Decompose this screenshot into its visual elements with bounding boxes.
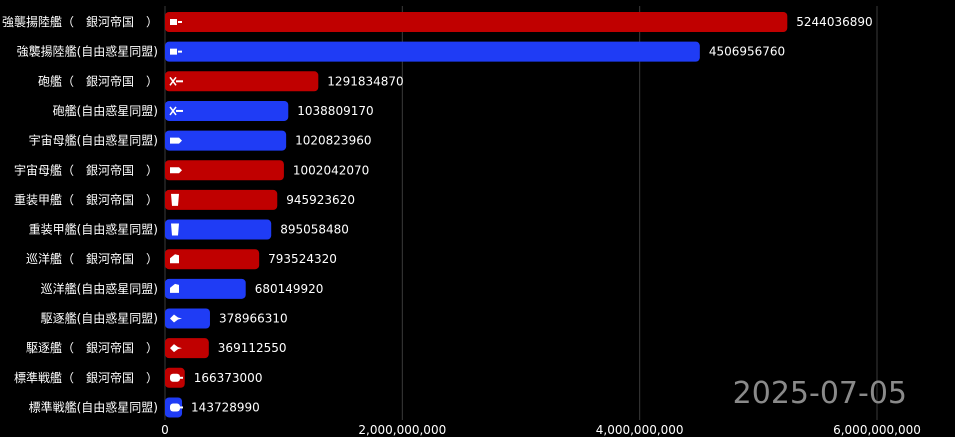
category-label: 巡洋艦(自由惑星同盟) bbox=[41, 281, 158, 296]
bar-row: 駆逐艦（ 銀河帝国 ） 369112550 bbox=[26, 338, 287, 359]
battleship-icon bbox=[170, 373, 183, 382]
bar bbox=[165, 189, 278, 210]
category-label: 重装甲艦(自由惑星同盟) bbox=[29, 223, 158, 237]
value-label: 895058480 bbox=[280, 223, 349, 237]
bar bbox=[165, 338, 209, 359]
category-label: 砲艦（ 銀河帝国 ） bbox=[38, 73, 158, 88]
bar-row: 駆逐艦(自由惑星同盟) 378966310 bbox=[41, 308, 288, 329]
category-label: 宇宙母艦(自由惑星同盟) bbox=[29, 133, 158, 148]
value-label: 143728990 bbox=[191, 400, 260, 414]
category-label: 駆逐艦(自由惑星同盟) bbox=[41, 312, 158, 326]
bar bbox=[165, 71, 319, 92]
bar-row: 重装甲艦（ 銀河帝国 ） 945923620 bbox=[14, 189, 355, 210]
x-tick-label: 6,000,000,000 bbox=[833, 423, 921, 437]
destroyer-icon bbox=[170, 344, 182, 353]
assault-ship-icon bbox=[170, 48, 182, 55]
bar bbox=[165, 278, 246, 299]
value-label: 945923620 bbox=[286, 193, 355, 207]
category-label: 強襲揚陸艦（ 銀河帝国 ） bbox=[2, 14, 158, 29]
x-tick-label: 4,000,000,000 bbox=[596, 423, 684, 437]
bar bbox=[165, 249, 260, 270]
x-tick-label: 2,000,000,000 bbox=[358, 423, 446, 437]
armored-ship-icon bbox=[171, 223, 179, 236]
value-label: 378966310 bbox=[219, 312, 288, 326]
value-label: 1020823960 bbox=[295, 134, 371, 148]
carrier-icon bbox=[170, 137, 182, 144]
bar-row: 砲艦（ 銀河帝国 ） 1291834870 bbox=[38, 71, 404, 92]
bar-row: 宇宙母艦(自由惑星同盟) 1020823960 bbox=[29, 130, 371, 151]
value-label: 1002042070 bbox=[293, 163, 369, 177]
category-label: 強襲揚陸艦(自由惑星同盟) bbox=[17, 44, 158, 59]
value-label: 680149920 bbox=[255, 282, 324, 296]
bar-row: 強襲揚陸艦(自由惑星同盟) 4506956760 bbox=[17, 41, 785, 62]
category-label: 砲艦(自由惑星同盟) bbox=[53, 104, 158, 118]
bar-row: 標準戦艦(自由惑星同盟) 143728990 bbox=[29, 397, 260, 418]
date-label: 2025-07-05 bbox=[733, 376, 907, 411]
bar-row: 標準戦艦（ 銀河帝国 ） 166373000 bbox=[14, 367, 263, 388]
value-label: 5244036890 bbox=[796, 15, 872, 29]
value-label: 4506956760 bbox=[709, 45, 785, 59]
assault-ship-icon bbox=[170, 19, 182, 25]
cruiser-icon bbox=[170, 283, 179, 293]
destroyer-icon bbox=[170, 314, 182, 323]
carrier-icon bbox=[170, 167, 182, 174]
bar bbox=[165, 160, 284, 181]
bar bbox=[165, 130, 287, 151]
bar-row: 宇宙母艦（ 銀河帝国 ） 1002042070 bbox=[14, 160, 369, 181]
x-tick-label: 0 bbox=[161, 423, 169, 437]
value-label: 793524320 bbox=[268, 252, 337, 266]
bar-row: 砲艦(自由惑星同盟) 1038809170 bbox=[53, 100, 374, 121]
category-label: 標準戦艦(自由惑星同盟) bbox=[29, 399, 158, 414]
battleship-icon bbox=[170, 403, 183, 412]
category-label: 重装甲艦（ 銀河帝国 ） bbox=[14, 192, 158, 207]
bar bbox=[165, 308, 210, 329]
value-label: 1291834870 bbox=[327, 74, 403, 88]
category-label: 標準戦艦（ 銀河帝国 ） bbox=[14, 370, 158, 385]
bar bbox=[165, 12, 788, 32]
cruiser-icon bbox=[170, 254, 179, 264]
grid-lines bbox=[164, 6, 878, 420]
x-axis: 0 2,000,000,000 4,000,000,000 6,000,000,000 bbox=[161, 423, 921, 437]
bar-row: 重装甲艦(自由惑星同盟) 895058480 bbox=[29, 219, 349, 240]
bar bbox=[165, 219, 272, 240]
value-label: 1038809170 bbox=[297, 104, 373, 118]
gunboat-icon bbox=[169, 76, 183, 86]
category-label: 巡洋艦（ 銀河帝国 ） bbox=[26, 251, 158, 266]
value-label: 369112550 bbox=[218, 341, 287, 355]
bar-row: 巡洋艦(自由惑星同盟) 680149920 bbox=[41, 278, 324, 299]
armored-ship-icon bbox=[171, 193, 179, 206]
bar bbox=[165, 100, 289, 121]
bar-row: 巡洋艦（ 銀河帝国 ） 793524320 bbox=[26, 249, 337, 270]
value-label: 166373000 bbox=[194, 371, 263, 385]
bar-group: 強襲揚陸艦（ 銀河帝国 ） 5244036890 強襲揚陸艦(自由惑星同盟) 4506… bbox=[2, 12, 873, 418]
category-label: 宇宙母艦（ 銀河帝国 ） bbox=[14, 162, 158, 177]
category-label: 駆逐艦（ 銀河帝国 ） bbox=[26, 340, 158, 355]
gunboat-icon bbox=[169, 106, 183, 116]
bar bbox=[165, 41, 700, 62]
bar-row: 強襲揚陸艦（ 銀河帝国 ） 5244036890 bbox=[2, 12, 873, 32]
